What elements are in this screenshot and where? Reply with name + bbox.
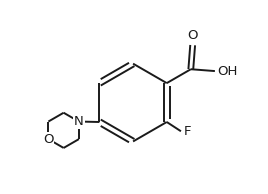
Text: O: O — [187, 29, 198, 42]
Text: O: O — [43, 133, 54, 146]
Text: OH: OH — [218, 65, 238, 78]
Text: F: F — [184, 125, 191, 138]
Text: N: N — [74, 115, 84, 128]
